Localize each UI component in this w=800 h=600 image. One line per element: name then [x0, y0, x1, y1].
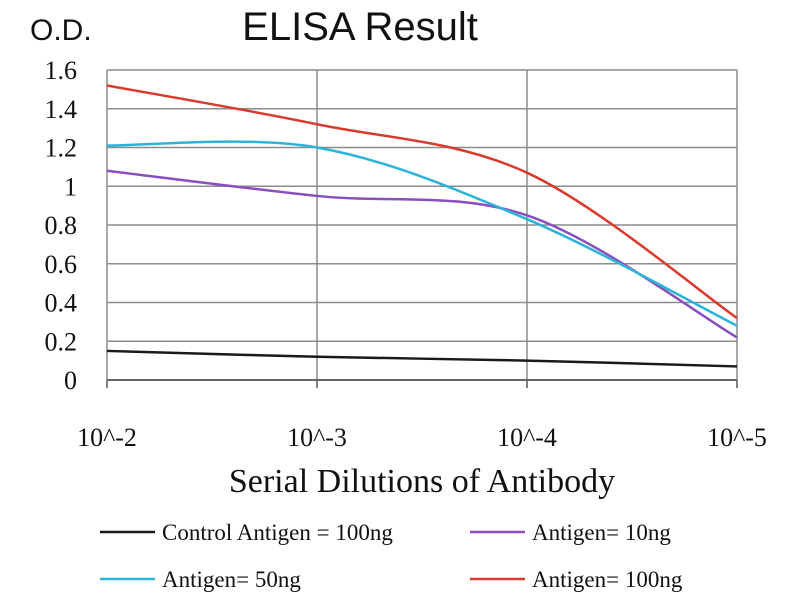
x-tick-labels: 10^-2 10^-3 10^-4 10^-5: [77, 423, 767, 452]
series-line: [106, 84, 738, 320]
x-tick-label: 10^-5: [707, 423, 767, 452]
y-tick-label: 1.4: [45, 95, 78, 124]
y-tick-label: 1.2: [45, 134, 78, 163]
series-line: [106, 349, 738, 368]
y-tick-label: 1: [64, 172, 77, 201]
x-axis-label: Serial Dilutions of Antibody: [229, 463, 615, 500]
legend-label: Antigen= 50ng: [162, 567, 301, 592]
y-axis-label: O.D.: [30, 14, 92, 47]
axes: [106, 379, 738, 388]
x-tick-label: 10^-2: [77, 423, 137, 452]
chart-title: ELISA Result: [242, 5, 478, 49]
y-tick-label: 1.6: [45, 56, 78, 85]
y-tick-label: 0.6: [45, 250, 78, 279]
legend-label: Control Antigen = 100ng: [162, 520, 393, 545]
legend-label: Antigen= 100ng: [532, 567, 683, 592]
y-tick-label: 0: [64, 366, 77, 395]
legend-label: Antigen= 10ng: [532, 520, 671, 545]
x-tick-label: 10^-3: [287, 423, 347, 452]
grid: [106, 69, 738, 381]
y-tick-labels: 0 0.2 0.4 0.6 0.8 1 1.2 1.4 1.6: [45, 56, 78, 395]
series-line: [106, 140, 738, 327]
series-line: [106, 169, 738, 339]
y-tick-label: 0.2: [45, 327, 78, 356]
y-tick-label: 0.4: [45, 289, 78, 318]
x-tick-label: 10^-4: [497, 423, 557, 452]
y-tick-label: 0.8: [45, 211, 78, 240]
legend: Control Antigen = 100ng Antigen= 10ng Anti…: [100, 520, 683, 592]
series-lines: [106, 84, 738, 368]
